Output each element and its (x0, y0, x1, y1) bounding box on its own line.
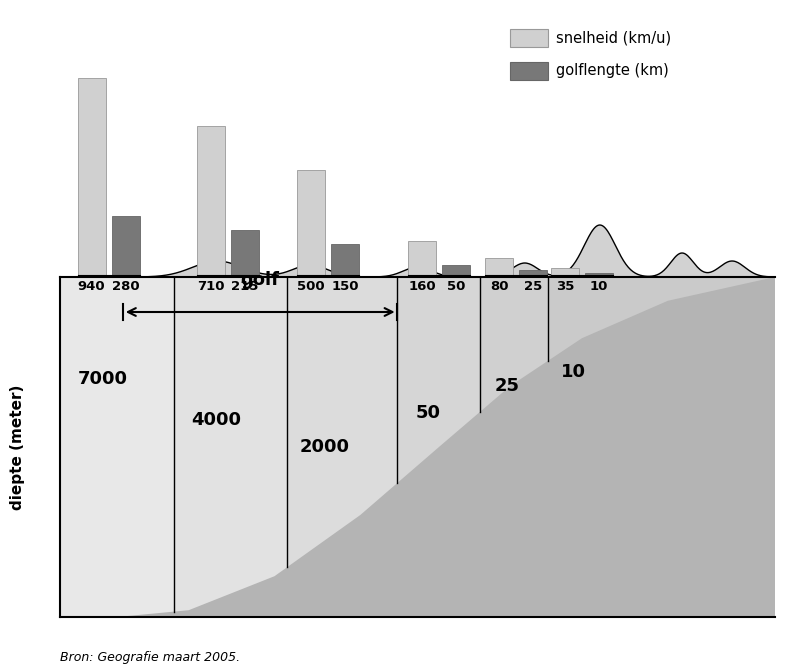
Bar (510, 29, 548, 47)
Polygon shape (60, 277, 775, 617)
Text: Bron: Geografie maart 2005.: Bron: Geografie maart 2005. (60, 651, 240, 665)
Text: 25: 25 (494, 377, 519, 394)
Bar (60, 277, 174, 617)
Bar (78, 77, 106, 275)
Bar (112, 216, 140, 275)
Text: 160: 160 (408, 280, 436, 293)
Bar (481, 277, 548, 617)
Bar (287, 277, 398, 617)
Text: 25: 25 (524, 280, 542, 293)
Text: 710: 710 (198, 280, 225, 293)
Bar (398, 277, 481, 617)
Text: golflengte (km): golflengte (km) (556, 63, 669, 79)
Text: 50: 50 (446, 280, 465, 293)
Bar (408, 241, 436, 275)
Text: 2000: 2000 (299, 438, 350, 456)
Text: 150: 150 (331, 280, 359, 293)
Bar (548, 277, 775, 617)
Bar (231, 230, 259, 275)
Text: 500: 500 (298, 280, 325, 293)
Bar (510, 62, 548, 80)
Text: 10: 10 (561, 363, 586, 381)
Polygon shape (60, 225, 775, 277)
Text: 80: 80 (490, 280, 509, 293)
Text: 280: 280 (112, 280, 139, 293)
Text: 10: 10 (590, 280, 608, 293)
Text: golf: golf (241, 271, 280, 289)
Bar (331, 243, 359, 275)
Text: 940: 940 (78, 280, 106, 293)
Text: 215: 215 (231, 280, 258, 293)
Bar (197, 126, 225, 275)
Bar (485, 258, 513, 275)
Bar (442, 265, 470, 275)
Text: diepte (meter): diepte (meter) (10, 384, 26, 509)
Bar (174, 277, 287, 617)
Text: 4000: 4000 (191, 411, 241, 429)
Text: 7000: 7000 (78, 370, 128, 388)
Text: snelheid (km/u): snelheid (km/u) (556, 30, 671, 46)
Bar (519, 269, 547, 275)
Bar (297, 170, 325, 275)
Text: 35: 35 (556, 280, 574, 293)
Bar (551, 267, 579, 275)
Bar (585, 273, 613, 275)
Text: 50: 50 (416, 404, 441, 422)
